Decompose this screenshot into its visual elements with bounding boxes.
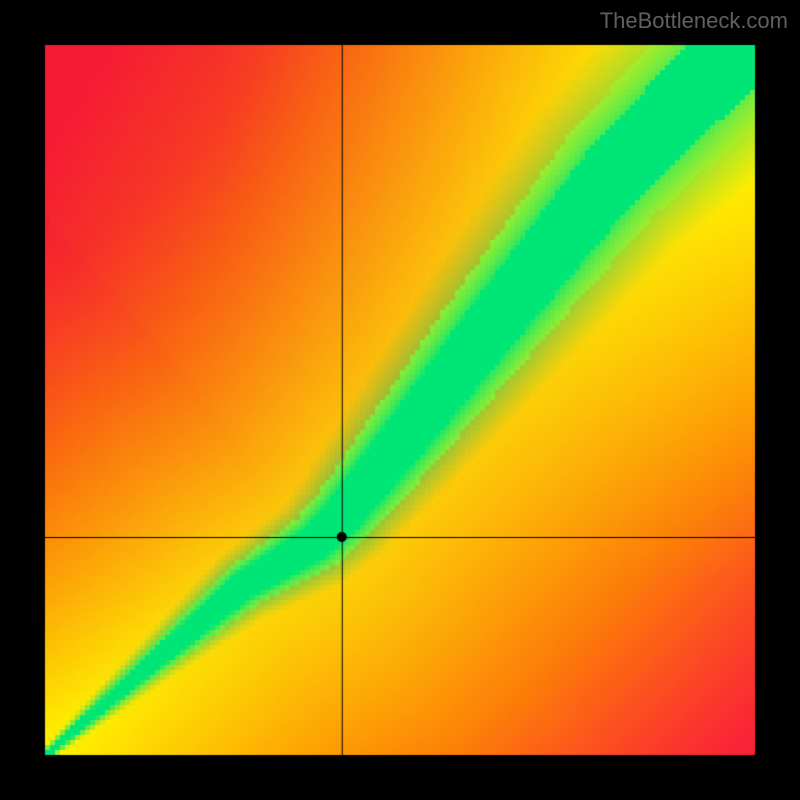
chart-container: TheBottleneck.com xyxy=(0,0,800,800)
watermark-text: TheBottleneck.com xyxy=(600,8,788,34)
heatmap-canvas xyxy=(0,0,800,800)
